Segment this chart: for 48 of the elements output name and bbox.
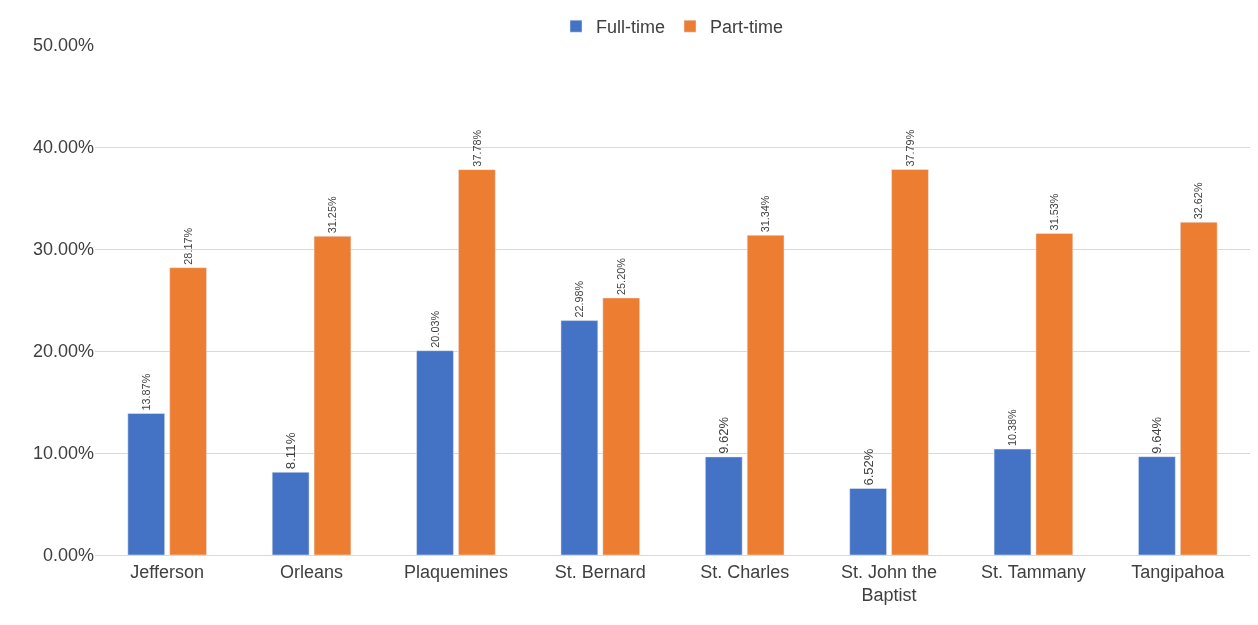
data-label: 13.87% [139,373,152,411]
bar [1138,456,1176,555]
bar [746,235,785,555]
bar [271,472,310,555]
data-label: 8.11% [283,432,299,470]
x-tick-label: St. Charles [700,561,790,582]
bar [458,169,496,555]
x-tick-label: Jefferson [130,561,205,582]
bar [313,236,352,555]
bar [127,413,165,555]
legend-label: Part-time [710,17,784,38]
data-label: 31.53% [1048,193,1061,231]
y-tick-label: 50.00% [32,35,94,56]
bar [891,169,929,555]
x-tick-label: Plaquemines [403,561,508,582]
bar [169,267,207,555]
data-label: 37.79% [903,129,916,167]
bar [993,448,1032,555]
bar [1180,222,1218,555]
data-label: 25.20% [614,257,627,295]
bar [705,456,743,555]
y-tick-label: 20.00% [32,341,94,362]
y-tick-label: 40.00% [32,137,94,158]
x-tick-label: St. John the Baptist [841,561,938,605]
data-label: 22.98% [573,280,586,318]
x-tick-label: Orleans [280,561,344,582]
x-tick-label: St. Bernard [554,561,646,582]
data-label: 20.03% [428,310,441,348]
data-label: 28.17% [181,227,194,265]
bar [416,350,454,555]
data-label: 31.25% [326,196,339,234]
data-label: 9.64% [1149,416,1165,454]
y-tick-label: 0.00% [42,545,94,566]
data-label: 37.78% [470,129,483,167]
legend-label: Full-time [596,17,666,38]
data-label: 6.52% [860,448,876,486]
bar [849,488,887,555]
data-label: 9.62% [716,416,732,454]
bar [602,297,640,555]
y-tick-label: 30.00% [32,239,94,260]
data-label: 10.38% [1006,408,1019,447]
data-label: 31.34% [759,195,772,233]
bar [560,320,599,555]
x-tick-label: St. Tammany [981,561,1086,582]
y-tick-label: 10.00% [32,443,94,464]
bar [1035,233,1074,555]
x-tick-label: Tangipahoa [1131,561,1226,582]
data-label: 32.62% [1192,182,1205,220]
